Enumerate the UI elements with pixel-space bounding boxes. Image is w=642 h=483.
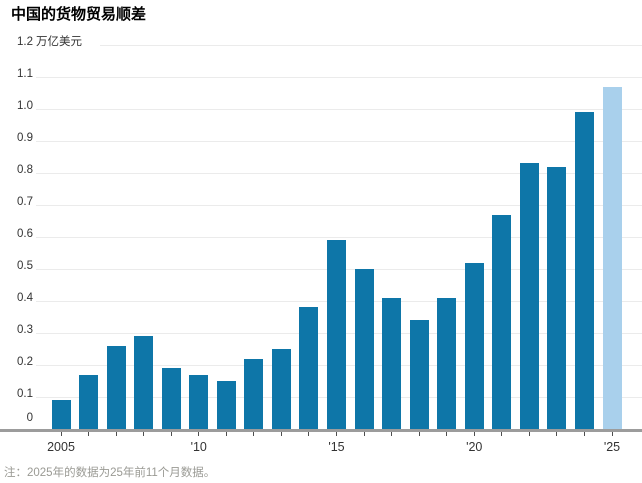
- axis-tick: [501, 431, 503, 436]
- bar-2023: [547, 166, 567, 429]
- bar-2008: [134, 336, 154, 429]
- axis-tick: [60, 431, 62, 436]
- y-axis-label: 1.1: [17, 68, 33, 80]
- axis-tick: [308, 431, 310, 436]
- bar-2007: [106, 345, 126, 429]
- y-axis-label: 0.7: [17, 196, 33, 208]
- x-axis-label: '25: [603, 440, 621, 454]
- bar-2009: [161, 368, 181, 429]
- page-title: 中国的货物贸易顺差: [11, 6, 147, 23]
- axis-tick: [88, 431, 90, 436]
- axis-tick: [391, 431, 393, 436]
- axis-tick: [556, 431, 558, 436]
- axis-tick: [115, 431, 117, 436]
- bar-2011: [216, 381, 236, 429]
- bar-2024: [574, 112, 594, 429]
- y-axis-unit-label: 万亿美元: [36, 35, 85, 49]
- axis-tick: [418, 431, 420, 436]
- x-axis-line: [0, 429, 642, 432]
- y-axis-label: 0.9: [17, 132, 33, 144]
- bar-2014: [299, 307, 319, 429]
- footnote: 注：2025年的数据为25年前11个月数据。: [4, 467, 216, 479]
- y-axis-label: 0: [26, 412, 33, 424]
- grid-line: [36, 141, 642, 142]
- x-axis-label: '10: [190, 440, 207, 454]
- bar-2022: [519, 163, 539, 429]
- grid-line: [100, 45, 642, 46]
- grid-line: [36, 173, 642, 174]
- bar-2013: [271, 349, 291, 429]
- axis-tick: [528, 431, 530, 436]
- y-axis-label: 1.0: [17, 100, 33, 112]
- bar-2019: [437, 297, 457, 429]
- bar-2006: [79, 374, 99, 429]
- axis-tick: [225, 431, 227, 436]
- bar-2012: [244, 358, 264, 429]
- y-axis-label: 0.1: [17, 388, 33, 400]
- bar-2018: [409, 320, 429, 429]
- grid-line: [36, 109, 642, 110]
- axis-tick: [363, 431, 365, 436]
- y-axis-label: 0.5: [17, 260, 33, 272]
- y-axis-label: 1.2: [17, 36, 33, 48]
- axis-tick: [198, 431, 200, 436]
- bar-2017: [382, 297, 402, 429]
- bar-2015: [327, 240, 346, 429]
- axis-tick: [583, 431, 585, 436]
- axis-tick: [170, 431, 172, 436]
- bar-2005: [51, 400, 71, 429]
- axis-tick: [473, 431, 475, 436]
- grid-line: [36, 77, 642, 78]
- x-axis-label: '15: [328, 440, 345, 454]
- y-axis-label: 0.8: [17, 164, 33, 176]
- bar-2025: [602, 86, 622, 429]
- y-axis-label: 0.3: [17, 324, 33, 336]
- bar-2021: [492, 214, 512, 429]
- y-axis-label: 0.6: [17, 228, 33, 240]
- axis-tick: [336, 431, 337, 436]
- bar-2010: [189, 374, 209, 429]
- bar-2020: [464, 262, 484, 429]
- axis-tick: [611, 431, 613, 436]
- axis-tick: [280, 431, 282, 436]
- axis-tick: [143, 431, 145, 436]
- grid-line: [36, 205, 642, 206]
- bar-2016: [354, 269, 374, 429]
- axis-tick: [446, 431, 448, 436]
- x-axis-label: 2005: [47, 440, 75, 454]
- y-axis-label: 0.4: [17, 292, 33, 304]
- grid-line: [36, 237, 642, 238]
- axis-tick: [253, 431, 255, 436]
- y-axis-label: 0.2: [17, 356, 33, 368]
- x-axis-label: '20: [466, 440, 483, 454]
